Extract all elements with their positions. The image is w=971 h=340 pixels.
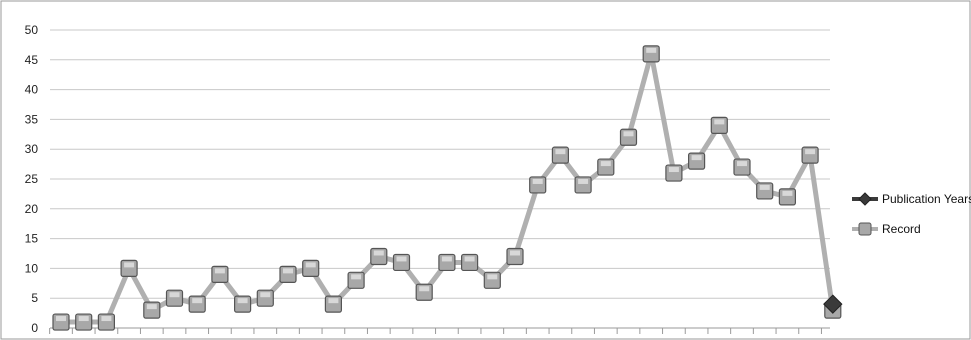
- y-tick-label: 35: [25, 112, 39, 126]
- y-tick-label: 45: [25, 53, 39, 67]
- legend-label: Record: [882, 222, 921, 236]
- record-point-highlight: [146, 304, 157, 310]
- y-tick-label: 15: [25, 232, 39, 246]
- record-point-highlight: [555, 149, 566, 155]
- y-tick-label: 0: [31, 321, 38, 335]
- legend-label: Publication Years: [882, 192, 971, 206]
- record-point-highlight: [691, 155, 702, 161]
- record-point-highlight: [714, 119, 725, 125]
- record-point-highlight: [351, 274, 362, 280]
- y-axis: 0 5 10 15 20 25 30 35 40 45 50: [25, 23, 830, 335]
- record-point-highlight: [124, 262, 135, 268]
- record-point-highlight: [419, 286, 430, 292]
- legend-diamond-marker: [858, 192, 872, 206]
- record-point-highlight: [623, 131, 634, 137]
- record-point-highlight: [260, 292, 271, 298]
- record-point-highlight: [373, 250, 384, 256]
- plot-area: [52, 45, 843, 331]
- record-point-highlight: [600, 161, 611, 167]
- legend-square-marker: [858, 222, 872, 236]
- record-point-highlight: [283, 268, 293, 274]
- record-point-highlight: [668, 167, 679, 173]
- record-point-highlight: [487, 274, 498, 280]
- record-point-highlight: [214, 268, 225, 274]
- record-point-highlight: [396, 256, 407, 262]
- record-point-highlight: [237, 298, 248, 304]
- record-point-highlight: [328, 298, 339, 304]
- record-point-highlight: [646, 47, 657, 53]
- y-tick-label: 40: [25, 83, 39, 97]
- record-point-highlight: [101, 316, 112, 322]
- record-point-highlight: [192, 298, 203, 304]
- record-point-highlight: [578, 178, 589, 184]
- record-point-highlight: [805, 149, 816, 155]
- y-tick-label: 50: [25, 23, 39, 37]
- record-point-highlight: [305, 262, 316, 268]
- record-point-highlight: [441, 256, 452, 262]
- y-tick-label: 25: [25, 172, 39, 186]
- record-point-highlight: [56, 316, 66, 322]
- y-tick-label: 30: [25, 142, 39, 156]
- record-point-highlight: [782, 190, 793, 196]
- record-point-highlight: [532, 178, 543, 184]
- legend: Publication Years Record: [852, 192, 971, 236]
- record-point-highlight: [464, 256, 475, 262]
- y-tick-label: 20: [25, 202, 39, 216]
- record-point-highlight: [737, 161, 747, 167]
- y-tick-label: 10: [25, 261, 39, 275]
- record-point-highlight: [169, 292, 180, 298]
- record-point-highlight: [510, 250, 520, 256]
- publication-years-point: [823, 294, 843, 314]
- record-point-highlight: [759, 184, 770, 190]
- y-tick-label: 5: [31, 291, 38, 305]
- record-point-highlight: [78, 316, 89, 322]
